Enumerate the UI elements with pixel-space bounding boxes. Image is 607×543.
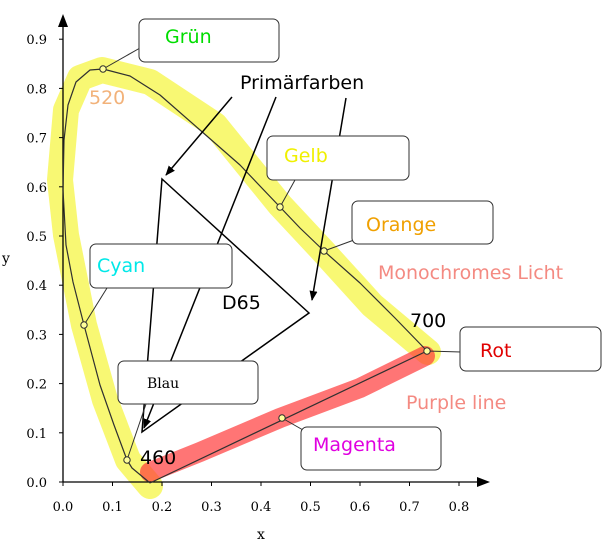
y-axis <box>58 14 68 482</box>
label-d65: D65 <box>222 292 261 314</box>
leader-line-gelb <box>279 179 296 208</box>
leader-line-magenta <box>281 417 304 431</box>
arrow-to-red-primary <box>309 97 347 301</box>
x-tick-label: 0.1 <box>102 500 123 515</box>
leader-line-blau <box>126 403 147 461</box>
x-tick-label: 0.4 <box>251 500 272 515</box>
y-tick-marks <box>59 38 63 483</box>
y-tick-label: 0.6 <box>26 181 47 196</box>
label-monochromes-licht: Monochromes Licht <box>378 262 563 284</box>
y-tick-label: 0.7 <box>26 132 47 147</box>
marker-orange <box>320 247 328 255</box>
marker-magenta <box>278 414 286 422</box>
label-magenta: Magenta <box>313 434 396 456</box>
x-tick-label: 0.0 <box>53 500 74 515</box>
marker-blau <box>123 456 131 464</box>
marker-cyan <box>80 321 88 329</box>
x-axis-label: x <box>257 527 265 543</box>
label-orange: Orange <box>366 214 436 236</box>
y-tick-label: 0.8 <box>26 82 47 97</box>
label-rot: Rot <box>480 340 511 362</box>
callout-box-magenta <box>300 426 442 471</box>
x-tick-label: 0.7 <box>399 500 420 515</box>
leader-line-orange <box>323 239 355 252</box>
y-tick-label: 0.2 <box>26 378 47 393</box>
y-axis-label: y <box>1 251 10 267</box>
leader-line-cyan <box>83 287 108 326</box>
x-tick-marks <box>62 482 460 486</box>
x-tick-label: 0.6 <box>350 500 371 515</box>
label-wl-520: 520 <box>89 87 125 109</box>
y-tick-label: 0.1 <box>26 427 47 442</box>
label-wl-700: 700 <box>410 310 446 332</box>
label-primaerfarben: Primärfarben <box>240 72 364 94</box>
label-wl-460: 460 <box>140 447 176 469</box>
callout-box-cyan <box>89 243 233 289</box>
y-tick-label: 0.3 <box>26 328 47 343</box>
y-tick-label: 0.5 <box>26 230 47 245</box>
x-tick-label: 0.3 <box>201 500 222 515</box>
marker-gruen <box>99 65 107 73</box>
leader-line-rot <box>426 350 462 353</box>
x-tick-label: 0.2 <box>152 500 173 515</box>
y-tick-label: 0.0 <box>26 476 47 491</box>
callout-box-blau <box>117 360 259 405</box>
label-purple-line: Purple line <box>406 392 506 414</box>
purple-line <box>149 350 428 484</box>
x-axis <box>63 477 490 487</box>
label-blau: Blau <box>147 376 179 392</box>
arrow-to-green-primary <box>165 96 233 176</box>
y-tick-label: 0.4 <box>26 279 47 294</box>
label-gelb: Gelb <box>284 145 328 167</box>
callout-box-orange <box>351 200 494 245</box>
label-gruen: Grün <box>165 26 212 48</box>
x-tick-label: 0.5 <box>300 500 321 515</box>
y-tick-label: 0.9 <box>26 33 47 48</box>
spectral-locus <box>62 68 428 484</box>
callout-box-gruen <box>138 18 280 63</box>
marker-rot <box>423 347 431 355</box>
callout-box-gelb <box>266 135 410 181</box>
marker-gelb <box>276 203 284 211</box>
callout-box-rot <box>459 326 602 372</box>
leader-line-gruen <box>102 47 141 70</box>
x-tick-label: 0.8 <box>449 500 470 515</box>
label-cyan: Cyan <box>97 255 145 277</box>
